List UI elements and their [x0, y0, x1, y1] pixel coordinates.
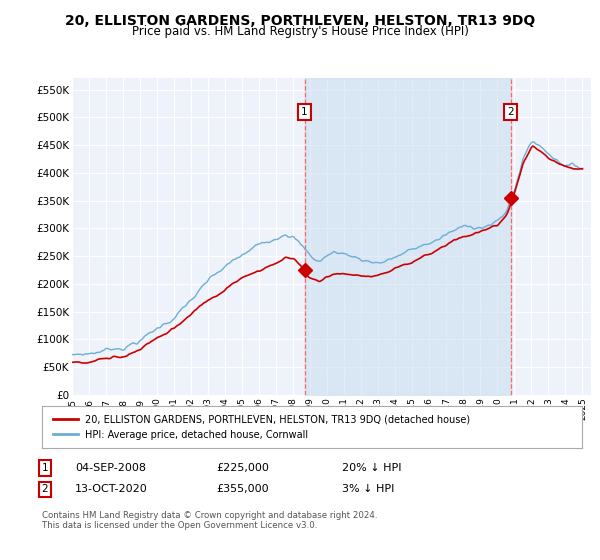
Text: 3% ↓ HPI: 3% ↓ HPI — [342, 484, 394, 494]
Text: 13-OCT-2020: 13-OCT-2020 — [75, 484, 148, 494]
Text: 2: 2 — [41, 484, 49, 494]
Text: 1: 1 — [41, 463, 49, 473]
Text: 04-SEP-2008: 04-SEP-2008 — [75, 463, 146, 473]
Text: 2: 2 — [508, 107, 514, 116]
Legend: 20, ELLISTON GARDENS, PORTHLEVEN, HELSTON, TR13 9DQ (detached house), HPI: Avera: 20, ELLISTON GARDENS, PORTHLEVEN, HELSTO… — [49, 410, 475, 444]
Text: 1: 1 — [301, 107, 308, 116]
Text: £355,000: £355,000 — [216, 484, 269, 494]
Text: £225,000: £225,000 — [216, 463, 269, 473]
Text: 20% ↓ HPI: 20% ↓ HPI — [342, 463, 401, 473]
Text: 20, ELLISTON GARDENS, PORTHLEVEN, HELSTON, TR13 9DQ: 20, ELLISTON GARDENS, PORTHLEVEN, HELSTO… — [65, 14, 535, 28]
Text: Price paid vs. HM Land Registry's House Price Index (HPI): Price paid vs. HM Land Registry's House … — [131, 25, 469, 38]
Text: Contains HM Land Registry data © Crown copyright and database right 2024.
This d: Contains HM Land Registry data © Crown c… — [42, 511, 377, 530]
